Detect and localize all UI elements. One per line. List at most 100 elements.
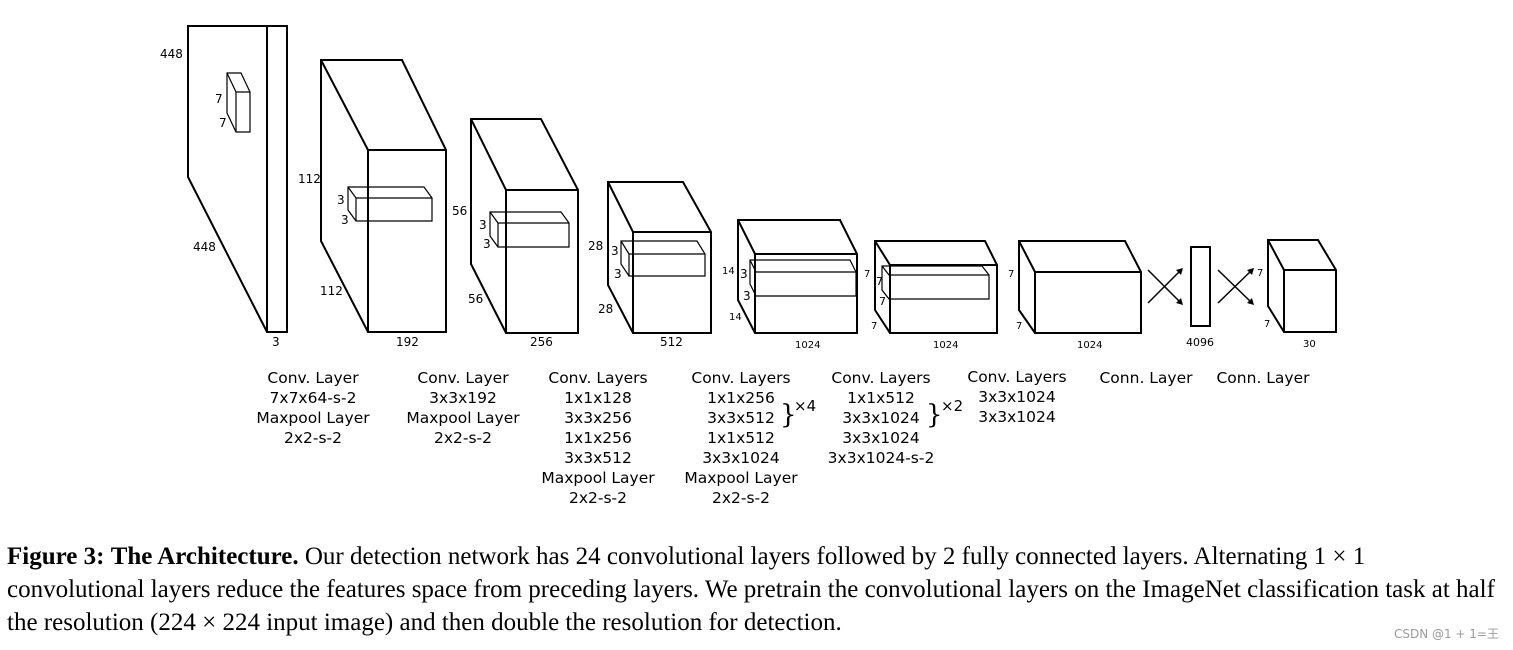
output-width-label: 7 [1264, 319, 1270, 330]
block6-volume [1018, 240, 1142, 334]
block4-label-line: 3x3x512 [707, 409, 775, 427]
block3-kernel [620, 240, 706, 277]
block2-kernel-w-label: 3 [483, 237, 491, 251]
arrowhead [1176, 298, 1183, 305]
yolo-architecture-diagram: 448 448 3 7 7 112 112 192 3 3 56 56 256 … [160, 25, 1337, 507]
block4-label-line: Conv. Layers [691, 369, 790, 387]
block5-label-line: 3x3x1024 [842, 429, 920, 447]
block3-label-line: Conv. Layers [548, 369, 647, 387]
block1-label-line: 7x7x64-s-2 [270, 389, 357, 407]
block2-kernel [489, 211, 570, 248]
input-channels-label: 3 [272, 335, 280, 349]
block2-label-line: 3x3x192 [429, 389, 497, 407]
input-width-label: 448 [193, 240, 216, 254]
fc-connection-arrows-1 [1147, 269, 1182, 304]
block4-repeat-count: ×4 [794, 397, 816, 415]
block3-width-label: 28 [598, 302, 613, 316]
block5-label-line: 3x3x1024-s-2 [828, 449, 935, 467]
block4-label-line: 2x2-s-2 [712, 489, 770, 507]
block5-kernel [881, 265, 990, 300]
block3-label-line: 1x1x128 [564, 389, 632, 407]
input-volume [187, 25, 288, 333]
block4-channels-label: 1024 [795, 340, 820, 351]
block4-kernel-w-label: 3 [743, 289, 751, 303]
figure-caption: Figure 3: The Architecture. Our detectio… [7, 540, 1497, 639]
block5-repeat-count: ×2 [941, 397, 963, 415]
block1-height-label: 112 [298, 172, 321, 186]
fc1-channels-label: 4096 [1186, 336, 1214, 349]
watermark: CSDN @1 + 1=王 [1393, 627, 1499, 641]
block4-volume [737, 219, 858, 334]
block5-width-label: 7 [871, 321, 877, 332]
block3-height-label: 28 [588, 239, 603, 253]
block2-height-label: 56 [452, 204, 467, 218]
block2-label-line: Conv. Layer [417, 369, 509, 387]
block3-label-line: 3x3x256 [564, 409, 632, 427]
block5-label-line: 1x1x512 [847, 389, 915, 407]
block1-kernel [347, 186, 433, 222]
input-height-label: 448 [160, 47, 183, 61]
figure-label: Figure 3: [7, 543, 105, 570]
block4-width-label: 14 [729, 312, 742, 323]
block2-width-label: 56 [468, 292, 483, 306]
block3-label-line: 1x1x256 [564, 429, 632, 447]
output-channels-label: 30 [1303, 339, 1316, 350]
fc1-label: Conn. Layer [1099, 369, 1193, 387]
output-volume [1267, 239, 1337, 333]
block4-height-label: 14 [722, 266, 735, 277]
arrowhead [1247, 298, 1254, 305]
block4-label-line: 1x1x512 [707, 429, 775, 447]
block1-channels-label: 192 [396, 335, 419, 349]
fc-connection-arrows-2 [1217, 269, 1253, 304]
block3-volume [607, 181, 712, 334]
block5-channels-label: 1024 [933, 340, 958, 351]
block4-label-line: 1x1x256 [707, 389, 775, 407]
block4-repeat-brace: } [780, 400, 797, 430]
block1-kernel-h-label: 3 [337, 193, 345, 207]
block2-label-line: 2x2-s-2 [434, 429, 492, 447]
block3-label-line: Maxpool Layer [541, 469, 655, 487]
arrowhead [1247, 268, 1254, 275]
block5-label-line: 3x3x1024 [842, 409, 920, 427]
block1-label-line: Conv. Layer [267, 369, 359, 387]
block3-channels-label: 512 [660, 335, 683, 349]
fc1-layer [1190, 246, 1211, 327]
block6-width-label: 7 [1016, 321, 1022, 332]
block2-kernel-h-label: 3 [479, 218, 487, 232]
block6-height-label: 7 [1008, 269, 1014, 280]
block4-kernel-h-label: 3 [740, 267, 748, 281]
figure-caption-text: Our detection network has 24 convolution… [7, 543, 1495, 636]
block2-volume [470, 118, 579, 334]
figure-title: The Architecture. [110, 543, 299, 570]
block2-channels-label: 256 [530, 335, 553, 349]
block1-volume [320, 59, 447, 333]
block4-label-line: Maxpool Layer [684, 469, 798, 487]
block3-kernel-w-label: 3 [614, 267, 622, 281]
input-kernel-h-label: 7 [215, 92, 223, 106]
block6-channels-label: 1024 [1077, 340, 1102, 351]
block4-kernel [749, 259, 857, 297]
arrowhead [1176, 268, 1183, 275]
block1-width-label: 112 [320, 284, 343, 298]
input-kernel-w-label: 7 [219, 116, 227, 130]
block1-label-line: 2x2-s-2 [284, 429, 342, 447]
block5-repeat-brace: } [926, 400, 943, 430]
block5-kernel-w-label: 7 [879, 295, 886, 308]
block6-label-line: 3x3x1024 [978, 408, 1056, 426]
block2-label-line: Maxpool Layer [406, 409, 520, 427]
input-kernel-7x7 [226, 72, 251, 133]
block6-label-line: Conv. Layers [967, 368, 1066, 386]
block5-label-line: Conv. Layers [831, 369, 930, 387]
output-label: Conn. Layer [1216, 369, 1310, 387]
output-height-label: 7 [1257, 268, 1263, 279]
block6-label-line: 3x3x1024 [978, 388, 1056, 406]
block4-label-line: 3x3x1024 [702, 449, 780, 467]
block3-label-line: 2x2-s-2 [569, 489, 627, 507]
block1-kernel-w-label: 3 [341, 213, 349, 227]
block3-label-line: 3x3x512 [564, 449, 632, 467]
block5-volume [874, 240, 998, 334]
block1-label-line: Maxpool Layer [256, 409, 370, 427]
block5-height-label: 7 [864, 269, 870, 280]
block3-kernel-h-label: 3 [611, 244, 619, 258]
block5-kernel-h-label: 7 [876, 275, 883, 288]
